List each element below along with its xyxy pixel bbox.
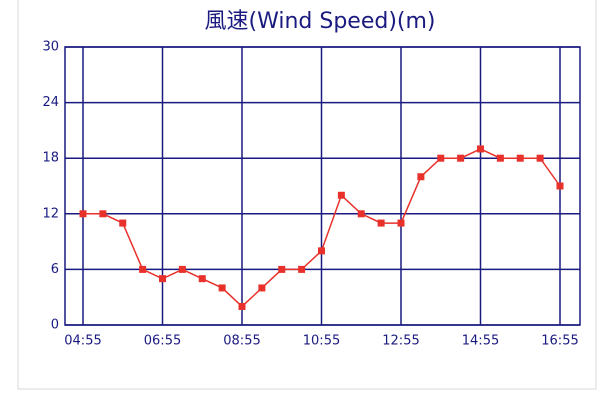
point-marker: [457, 154, 465, 162]
point-marker: [496, 154, 504, 162]
point-marker: [139, 265, 147, 273]
point-marker: [99, 210, 107, 218]
point-marker: [477, 145, 484, 153]
y-tick-label: 24: [42, 95, 59, 110]
y-tick-label: 12: [42, 206, 59, 221]
frame: [17, 0, 597, 390]
point-marker: [397, 219, 405, 227]
x-tick-label: 10:55: [303, 334, 340, 349]
y-tick-label: 0: [51, 318, 59, 333]
x-tick-label: 12:55: [382, 334, 419, 349]
point-marker: [516, 154, 524, 162]
x-tick-label: 06:55: [144, 334, 181, 349]
point-marker: [417, 173, 425, 181]
point-marker: [536, 154, 544, 162]
point-marker: [318, 247, 325, 255]
point-marker: [218, 284, 226, 292]
point-marker: [298, 265, 306, 273]
y-tick-label: 30: [42, 40, 59, 55]
point-marker: [278, 265, 286, 273]
point-marker: [377, 219, 385, 227]
point-marker: [198, 275, 206, 283]
chart-title: 風速(Wind Speed)(m): [204, 9, 435, 34]
y-tick-label: 18: [42, 151, 59, 166]
point-marker: [159, 275, 166, 283]
x-tick-label: 04:55: [64, 334, 101, 349]
point-marker: [437, 154, 445, 162]
x-tick-label: 16:55: [541, 334, 578, 349]
point-marker: [119, 219, 127, 227]
x-tick-label: 14:55: [462, 334, 499, 349]
point-marker: [357, 210, 365, 218]
point-marker: [79, 210, 87, 218]
point-marker: [238, 302, 246, 310]
point-marker: [258, 284, 266, 292]
point-marker: [337, 191, 345, 199]
y-tick-label: 6: [51, 262, 59, 277]
point-marker: [556, 182, 564, 190]
point-marker: [178, 265, 186, 273]
x-tick-label: 08:55: [223, 334, 260, 349]
